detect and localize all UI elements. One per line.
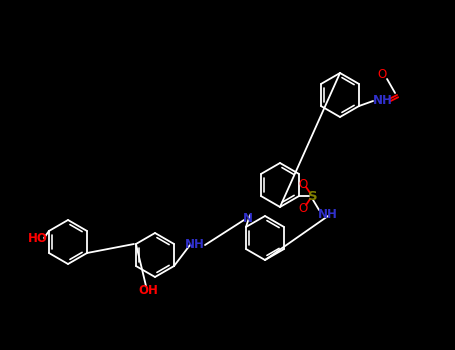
Text: NH: NH [318,208,338,220]
Text: NH: NH [185,238,205,252]
Text: O: O [378,69,387,82]
Text: HO: HO [28,231,48,245]
Text: NH: NH [373,94,393,107]
Text: O: O [298,202,308,215]
Text: S: S [308,189,318,203]
Text: O: O [298,177,308,190]
Text: OH: OH [138,284,158,296]
Text: N: N [243,211,253,224]
